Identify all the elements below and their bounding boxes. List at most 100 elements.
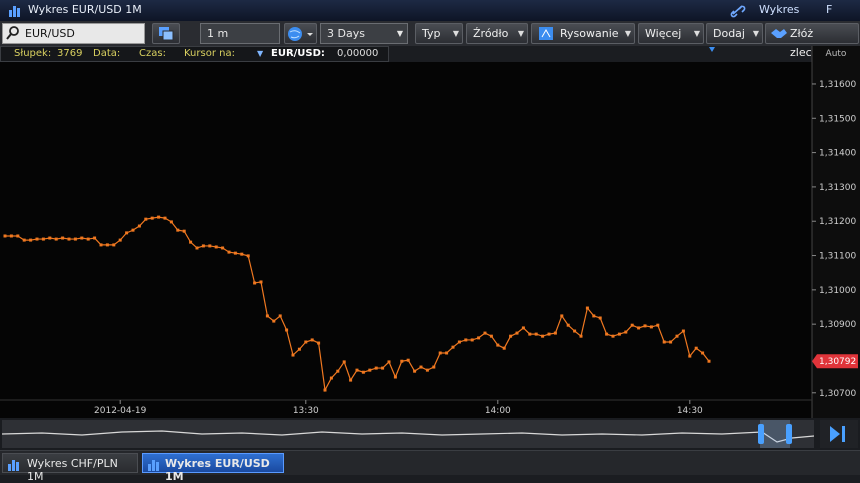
info-value: 3769 xyxy=(57,48,83,59)
more-button[interactable]: Więcej ▼ xyxy=(638,23,704,44)
interval-text: 1 m xyxy=(207,27,229,40)
button-label: Dodaj xyxy=(713,27,745,40)
price-point xyxy=(445,351,449,355)
range-select[interactable]: 3 Days ▼ xyxy=(320,23,408,44)
y-tick-label: 1,31400 xyxy=(819,149,856,159)
price-point xyxy=(105,243,109,247)
tab-bar: Wykres CHF/PLN 1M Wykres EUR/USD 1M xyxy=(0,450,860,483)
price-point xyxy=(253,281,257,285)
add-button[interactable]: Dodaj ▼ xyxy=(706,23,763,44)
price-point xyxy=(483,331,487,335)
price-point xyxy=(477,336,481,340)
price-point xyxy=(214,245,218,249)
price-point xyxy=(137,224,141,228)
price-point xyxy=(240,252,244,256)
drawing-button[interactable]: Rysowanie ▼ xyxy=(531,23,635,44)
price-point xyxy=(246,254,250,258)
source-button[interactable]: Źródło ▼ xyxy=(466,23,528,44)
navigator-strip[interactable] xyxy=(2,420,814,448)
scale-mode[interactable]: Auto xyxy=(826,49,847,59)
price-point xyxy=(131,228,135,232)
link-icon[interactable] xyxy=(730,3,746,18)
tab-label: Wykres CHF/PLN 1M xyxy=(27,457,118,483)
info-label: Data: xyxy=(93,48,121,59)
scroll-end-button[interactable] xyxy=(820,420,858,448)
price-point xyxy=(48,236,52,240)
price-point xyxy=(304,340,308,344)
price-point xyxy=(624,330,628,334)
price-point xyxy=(592,314,596,318)
price-point xyxy=(195,246,199,250)
button-label: Typ xyxy=(422,27,441,40)
price-point xyxy=(560,314,564,318)
price-point xyxy=(451,345,455,349)
price-point xyxy=(400,359,404,363)
price-point xyxy=(208,244,212,248)
price-point xyxy=(521,326,525,330)
price-point xyxy=(534,332,538,336)
price-point xyxy=(579,334,583,338)
tab[interactable]: Wykres EUR/USD 1M xyxy=(142,453,284,483)
x-tick-label: 13:30 xyxy=(293,406,319,416)
price-point xyxy=(637,326,641,330)
menu-item[interactable]: Wykres xyxy=(759,3,800,16)
tab[interactable]: Wykres CHF/PLN 1M xyxy=(2,453,138,483)
price-point xyxy=(349,378,353,382)
price-point xyxy=(99,243,103,247)
price-point xyxy=(41,237,45,241)
price-point xyxy=(201,244,205,248)
price-point xyxy=(675,334,679,338)
price-point xyxy=(278,314,282,318)
menu-item[interactable]: F xyxy=(826,3,833,16)
series-label: EUR/USD: xyxy=(271,48,325,59)
price-point xyxy=(265,314,269,318)
interval-input[interactable]: 1 m xyxy=(200,23,280,44)
price-point xyxy=(496,343,500,347)
price-point xyxy=(329,376,333,380)
price-point xyxy=(515,331,519,335)
price-point xyxy=(259,280,263,284)
price-point xyxy=(323,388,327,392)
price-point xyxy=(221,246,225,250)
compare-button[interactable] xyxy=(152,23,180,44)
title-bar: Wykres EUR/USD 1M Wykres F xyxy=(0,0,860,21)
series-value: 0,00000 xyxy=(337,48,379,59)
button-label: Rysowanie xyxy=(560,27,619,40)
price-point xyxy=(656,323,660,327)
price-point xyxy=(182,229,186,233)
price-point xyxy=(112,243,116,247)
globe-icon xyxy=(288,27,313,41)
symbol-input[interactable]: EUR/USD xyxy=(2,23,145,44)
x-tick-label: 14:30 xyxy=(677,406,703,416)
price-point xyxy=(29,238,33,242)
price-point xyxy=(681,329,685,333)
price-point xyxy=(227,250,231,254)
price-point xyxy=(598,316,602,320)
collapse-arrow[interactable]: ▼ xyxy=(257,49,264,58)
order-button[interactable]: Złóż zlecenie xyxy=(765,23,859,59)
button-label: Więcej xyxy=(645,27,682,40)
y-tick-label: 1,31200 xyxy=(819,217,856,227)
price-point xyxy=(464,338,468,342)
price-point xyxy=(22,238,26,242)
timezone-button[interactable] xyxy=(284,23,317,44)
symbol-text: EUR/USD xyxy=(25,27,75,40)
price-point xyxy=(528,332,532,336)
price-point xyxy=(169,220,173,224)
price-point xyxy=(9,234,13,238)
y-tick-label: 1,30700 xyxy=(819,389,856,399)
price-point xyxy=(387,360,391,364)
price-point xyxy=(374,366,378,370)
info-bar: Słupek: 3769 Data: Czas: Kursor na: ▼ EU… xyxy=(0,46,389,62)
price-point xyxy=(573,329,577,333)
price-point xyxy=(393,375,397,379)
price-point xyxy=(547,332,551,336)
price-point xyxy=(355,368,359,372)
price-point xyxy=(67,237,71,241)
current-price-label: 1,30792 xyxy=(819,357,856,367)
price-point xyxy=(342,360,346,364)
price-point xyxy=(605,332,609,336)
type-button[interactable]: Typ ▼ xyxy=(415,23,463,44)
drawing-icon xyxy=(539,27,553,40)
